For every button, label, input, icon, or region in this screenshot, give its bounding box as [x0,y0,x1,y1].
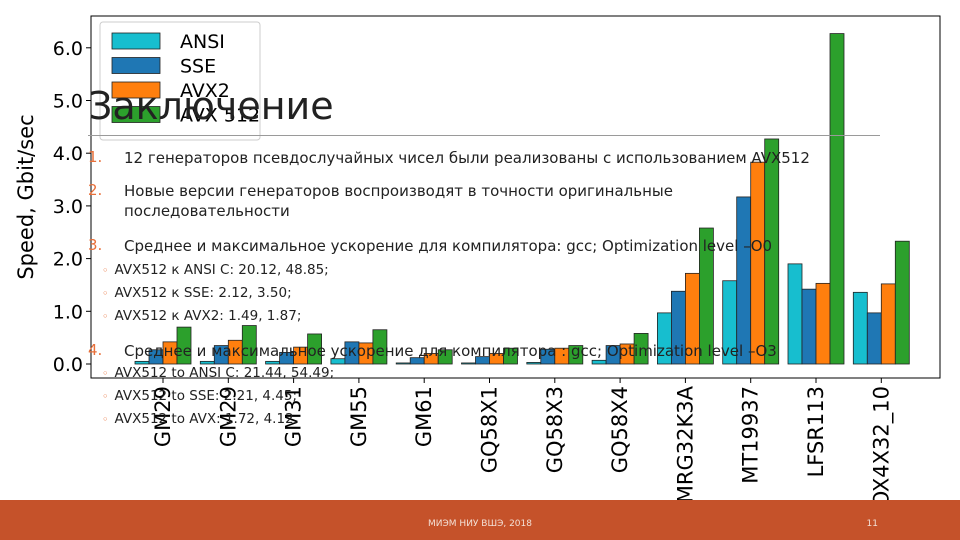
bullet-icon: ◦ [102,264,109,277]
bar-sse-lox4x32_10 [866,312,882,365]
bar-sse-lfsr113 [801,288,817,365]
x-tick-label: GM55 [347,386,371,447]
footer-text: МИЭМ НИУ ВШЭ, 2018 [428,519,532,529]
y-tick-label: 3.0 [53,196,83,218]
item-number: 2. [88,181,103,199]
x-tick-label: GM29 [151,386,175,447]
legend-label: AVX2 [180,80,230,102]
bar-avx512-gm29 [176,326,192,365]
bar-ansi-gm61 [395,362,411,365]
sub-item: ◦ AVX512 to AVX: 1.72, 4.12. [102,411,298,427]
bar-avx512-mt19937 [764,138,780,365]
x-tick-label: GM29 [216,386,240,447]
bar-avx512-gm29 [241,325,257,365]
bar-avx512-gq58x3 [568,345,584,365]
sub-item: ◦ AVX512 к SSE: 2.12, 3.50; [102,285,292,301]
bar-avx512-gq58x4 [633,333,649,365]
y-tick-label: 4.0 [53,143,83,165]
sub-item: ◦ AVX512 к AVX2: 1.49, 1.87; [102,308,302,324]
x-tick-label: LFSR113 [804,386,828,477]
y-tick-label: 5.0 [53,91,83,113]
item-text-continued: последовательности [124,202,290,220]
y-tick-label: 6.0 [53,38,83,60]
bullet-icon: ◦ [102,390,109,403]
bar-avx512-mrg32k3a [699,227,714,365]
bar-avx512-lfsr113 [829,33,845,365]
item-number: 3. [88,236,103,254]
bar-avx2-mt19937 [750,161,766,365]
bar-avx512-gm55 [372,329,388,365]
bar-ansi-gq58x3 [526,362,542,365]
bar-avx512-gm31 [307,333,323,365]
sub-item: ◦ AVX512 к ANSI C: 20.12, 48.85; [102,262,329,278]
y-tick-label: 1.0 [53,301,83,323]
bullet-icon: ◦ [102,287,109,300]
legend-label: AVX 512 [180,105,260,127]
bullet-icon: ◦ [102,413,109,426]
bar-ansi-gm29 [134,360,150,365]
item-text: Среднее и максимальное ускорение для ком… [124,342,777,360]
item-number: 4. [88,341,103,359]
bar-ansi-gm31 [265,360,281,365]
x-tick-label: MRG32K3A [673,385,697,503]
bar-ansi-lfsr113 [787,263,803,365]
x-tick-label: GM61 [412,386,436,447]
bar-sse-mt19937 [736,196,752,365]
legend-swatch [111,57,161,74]
bar-ansi-gm29 [199,360,215,365]
x-tick-label: MT19937 [739,386,763,484]
bar-avx2-lfsr113 [815,282,831,365]
bar-avx512-lox4x32_10 [894,240,910,365]
bar-avx512-gm61 [437,349,453,365]
item-text: Среднее и максимальное ускорение для ком… [124,237,773,255]
x-tick-label: GQ58X4 [608,386,632,473]
y-tick-label: 0.0 [53,354,83,376]
legend-label: ANSI [180,31,225,53]
item-number: 1. [88,148,103,166]
y-axis-label: Speed, Gbit/sec [14,114,38,279]
x-tick-label: GQ58X1 [478,386,502,473]
sub-item: ◦ AVX512 to ANSI C: 21.44, 54.49; [102,365,335,381]
footer-bar: МИЭМ НИУ ВШЭ, 2018 11 [0,500,960,540]
sub-item: ◦ AVX512 to SSE: 2.21, 4.45; [102,388,298,404]
bullet-icon: ◦ [102,367,109,380]
bar-avx512-gq58x1 [503,347,518,365]
plot-frame [90,15,941,379]
bar-avx2-lox4x32_10 [880,283,896,365]
slide-title: Заключение [88,84,334,128]
page-number: 11 [866,519,878,529]
item-text: Новые версии генераторов воспроизводят в… [124,182,673,200]
legend-swatch [111,106,161,123]
x-tick-label: LOX4X32_10 [869,386,894,518]
item-text: 12 генераторов псевдослучайных чисел был… [124,149,810,167]
y-tick-label: 2.0 [53,249,83,271]
x-tick-label: GM31 [282,386,306,447]
title-divider [88,135,880,136]
legend-swatch [111,81,161,99]
bar-ansi-gq58x1 [461,362,476,365]
legend-swatch [111,32,161,50]
legend-label: SSE [180,56,216,78]
bullet-icon: ◦ [102,310,109,323]
bar-ansi-lox4x32_10 [852,291,868,365]
x-tick-label: GQ58X3 [543,386,567,473]
